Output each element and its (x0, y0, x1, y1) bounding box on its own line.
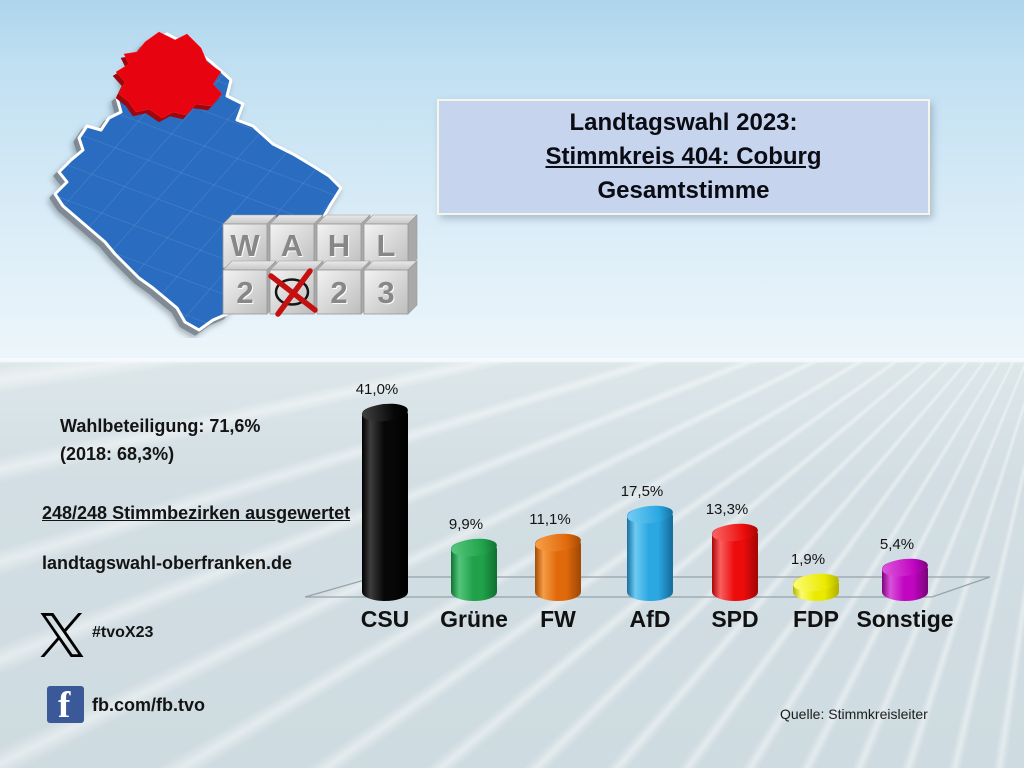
cube-face (363, 223, 409, 269)
bar-value-label-afd: 17,5% (620, 482, 664, 500)
oberfranken-highlight (115, 31, 223, 119)
bar-fdp (792, 571, 840, 601)
cube-letter-w: W (230, 228, 260, 263)
cube-face (407, 214, 418, 269)
cube-face (407, 260, 418, 315)
cube-letter-w-hl: W (231, 229, 261, 264)
cube-digit-2b: 2 (330, 275, 347, 310)
cube-digit-3: 3 (377, 275, 394, 310)
bar-gruene (450, 536, 498, 601)
title-box: Landtagswahl 2023: Stimmkreis 404: Cobur… (437, 99, 930, 215)
source-text: Quelle: Stimmkreisleiter (780, 706, 928, 722)
cube-letter-l: L (377, 228, 396, 263)
title-line-1: Landtagswahl 2023: (569, 109, 798, 136)
bar-value-label-gruene: 9,9% (448, 515, 484, 533)
cube-letter-a-hl: A (282, 229, 304, 264)
title-line-2: Stimmkreis 404: Coburg (545, 143, 822, 170)
districts-counted-text: 248/248 Stimmbezirken ausgewertet (42, 503, 351, 523)
cube-digit-2a: 2 (236, 275, 253, 310)
floor-background (0, 362, 1024, 768)
cube-digit-3-hl: 3 (378, 276, 395, 311)
cube-digit-2b-hl: 2 (331, 276, 348, 311)
turnout-previous: (2018: 68,3%) (60, 444, 175, 464)
turnout-text: Wahlbeteiligung: 71,6% (2018: 68,3%) (60, 412, 260, 468)
cube-letter-h: H (328, 228, 350, 263)
turnout-current: Wahlbeteiligung: 71,6% (60, 416, 261, 436)
bar-category-label-fw: FW (540, 606, 576, 632)
cube-letters: W W A A H H L L 2 2 2 2 3 3 (230, 228, 396, 311)
x-hashtag-text: #tvoX23 (92, 624, 154, 641)
bar-category-label-gruene: Grüne (440, 606, 508, 632)
cube-digit-2a-hl: 2 (237, 276, 254, 311)
facebook-f-glyph: f (58, 686, 71, 723)
cube-face (316, 269, 362, 315)
bar-fw (534, 531, 582, 601)
wahl-blocks-svg: W W A A H H L L 2 2 2 2 3 3 (222, 214, 418, 317)
bar-value-label-fdp: 1,9% (790, 550, 826, 568)
x-social-icon (40, 613, 84, 657)
cube-face (269, 223, 315, 269)
cube-letter-a: A (281, 228, 303, 263)
facebook-handle-text: fb.com/fb.tvo (92, 695, 205, 715)
cube-letter-h-hl: H (329, 229, 351, 264)
facebook-icon: f (47, 686, 84, 723)
wahl-2023-blocks: W W A A H H L L 2 2 2 2 3 3 (221, 210, 427, 320)
bar-value-label-sonstige: 5,4% (879, 535, 915, 553)
bar-afd (626, 503, 674, 601)
website-text: landtagswahl-oberfranken.de (42, 553, 293, 573)
bar-category-label-sonstige: Sonstige (856, 606, 954, 632)
bar-category-label-afd: AfD (629, 606, 671, 632)
bar-category-label-csu: CSU (360, 606, 410, 632)
bar-value-label-spd: 13,3% (705, 501, 749, 519)
cube-face (222, 269, 268, 315)
bar-spd (711, 521, 759, 601)
cube-letter-l-hl: L (378, 229, 397, 264)
cube-face (316, 223, 362, 269)
bar-category-label-spd: SPD (711, 606, 759, 632)
oberfranken-highlight-group (115, 31, 223, 119)
bar-value-label-fw: 11,1% (529, 510, 571, 528)
bar-sonstige (881, 556, 929, 601)
horizon-line (0, 358, 1024, 364)
title-line-3: Gesamtstimme (597, 177, 770, 204)
bar-value-label-csu: 41,0% (355, 380, 399, 398)
cube-faces (222, 214, 418, 315)
bar-csu (361, 401, 409, 601)
bar-category-label-fdp: FDP (793, 606, 839, 632)
ballot-cross-icon (268, 268, 318, 317)
cube-face (363, 269, 409, 315)
